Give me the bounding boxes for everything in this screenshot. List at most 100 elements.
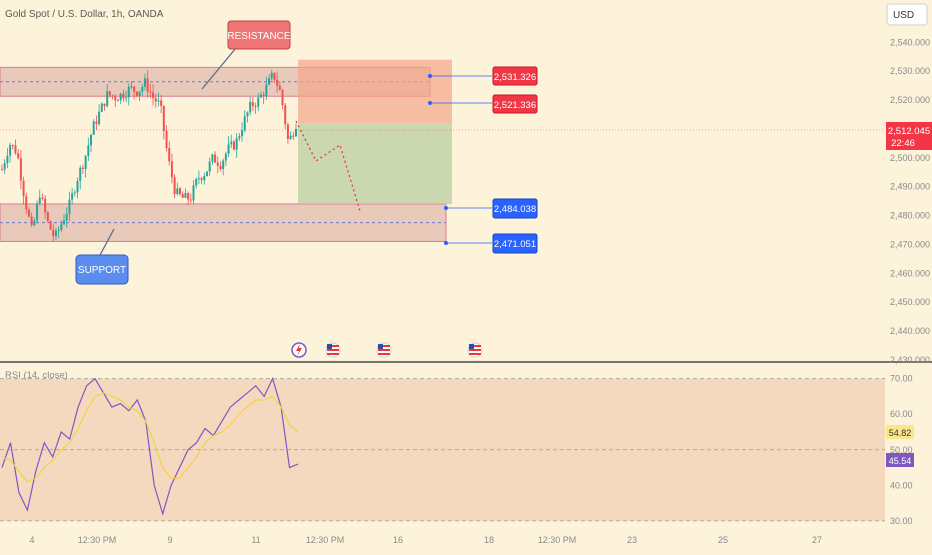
time-tick-label: 25 [718,535,728,545]
candle-body [154,97,157,102]
candle-body [268,78,271,85]
rsi-ma-value: 54.82 [889,428,912,438]
candle-body [98,111,101,124]
candle-body [211,154,214,162]
candle-body [149,91,152,93]
support-bottom-tag[interactable]: 2,471.051 [444,233,538,254]
rsi-ma-line [1,392,299,483]
candle-body [1,169,3,171]
candle-body [246,112,249,117]
symbol-title: Gold Spot / U.S. Dollar, 1h, OANDA [5,9,164,20]
current-price-tag[interactable]: 2,512.045 22:46 [886,122,932,150]
candle-body [108,91,111,96]
price-tick-label: 2,440.000 [890,326,930,336]
rsi-axis[interactable]: 70.00 60.00 50.00 40.00 30.00 [890,374,913,526]
rsi-tick-label: 40.00 [890,480,913,490]
resistance-top-tag[interactable]: 2,531.326 [428,66,538,86]
candle-body [141,86,144,92]
candle-body [76,180,79,193]
candle-body [189,199,192,201]
candle-body [262,94,265,97]
rsi-series-line [1,377,299,516]
candle-body [68,199,71,214]
time-tick-label: 27 [812,535,822,545]
candle-body [133,86,136,92]
us-flag-icon[interactable] [325,342,341,358]
support-top-tag[interactable]: 2,484.038 [444,198,538,219]
rsi-ma-tag[interactable]: 54.82 [886,425,914,439]
candle-body [79,167,82,181]
candle-body [165,130,168,149]
price-tick-label: 2,480.000 [890,211,930,221]
candle-body [143,78,146,87]
candle-body [81,167,84,169]
lightning-icon[interactable] [291,342,307,358]
candle-body [232,141,235,150]
price-tick-label: 2,520.000 [890,95,930,105]
candle-body [181,194,184,198]
candle-body [111,95,114,97]
candle-body [173,177,176,195]
candle-body [208,161,211,172]
time-tick-label: 18 [484,535,494,545]
candle-body [125,97,128,99]
candle-body [265,84,268,97]
us-flag-icon[interactable] [467,342,483,358]
price-tick-label: 2,460.000 [890,268,930,278]
event-icons [291,342,483,358]
candle-body [230,141,233,145]
candle-body [33,220,36,226]
currency-button[interactable]: USD [886,3,928,26]
rsi-tick-label: 60.00 [890,409,913,419]
candle-body [214,154,217,163]
candle-body [84,155,87,169]
price-tick-label: 2,490.000 [890,182,930,192]
support-label: SUPPORT [78,265,126,276]
candle-body [49,221,52,230]
resistance-annotation[interactable]: RESISTANCE [201,20,291,90]
candle-body [138,91,141,96]
price-tick-label: 2,430.000 [890,355,930,365]
price-tick-label: 2,450.000 [890,297,930,307]
support-annotation[interactable]: SUPPORT [75,228,129,285]
resistance-bottom-value: 2,521.336 [494,100,536,111]
candle-body [160,100,163,106]
support-bottom-value: 2,471.051 [494,239,536,250]
candle-body [179,188,182,195]
candle-body [259,94,262,98]
candle-body [6,155,9,164]
candle-body [295,128,297,137]
candle-body [122,93,125,99]
candle-body [200,178,203,181]
candle-body [192,185,195,201]
resistance-bottom-tag[interactable]: 2,521.336 [428,94,538,114]
rsi-tick-label: 70.00 [890,374,913,384]
candle-body [116,100,119,102]
support-top-value: 2,484.038 [494,204,536,215]
candle-body [270,72,273,79]
candle-body [168,148,171,162]
price-tick-label: 2,500.000 [890,153,930,163]
price-tick-label: 2,470.000 [890,239,930,249]
us-flag-icon[interactable] [376,342,392,358]
rsi-title: RSI (14, close) [5,370,68,381]
candle-body [19,158,22,181]
candle-body [176,188,179,195]
candle-body [60,224,63,230]
candle-body [87,145,90,156]
candle-body [27,209,30,217]
candle-body [195,179,198,186]
candle-body [216,162,219,166]
candle-body [90,134,93,146]
price-tick-label: 2,540.000 [890,37,930,47]
candle-body [114,96,117,101]
candles [1,69,297,242]
candle-body [203,176,206,181]
candle-body [95,121,98,124]
candle-body [284,105,287,125]
rsi-value-tag[interactable]: 45.54 [886,453,914,467]
candle-body [257,97,260,107]
candle-body [170,161,173,178]
